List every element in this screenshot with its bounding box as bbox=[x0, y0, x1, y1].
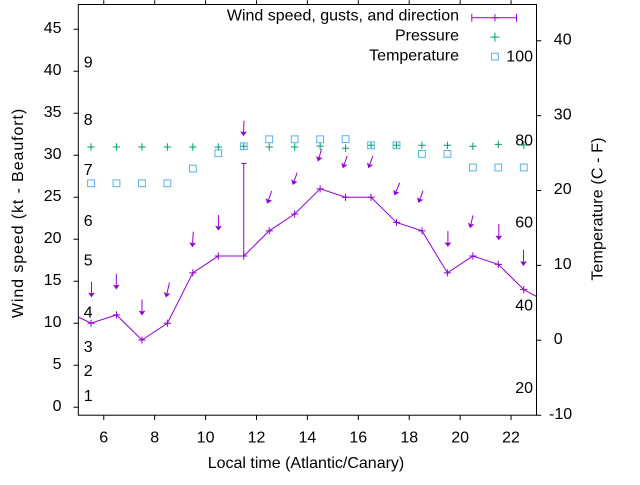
svg-text:80: 80 bbox=[515, 133, 533, 150]
svg-text:2: 2 bbox=[84, 363, 93, 380]
svg-text:1: 1 bbox=[84, 388, 93, 405]
svg-text:9: 9 bbox=[84, 54, 93, 71]
svg-text:14: 14 bbox=[299, 429, 317, 446]
svg-text:4: 4 bbox=[84, 304, 93, 321]
svg-text:18: 18 bbox=[400, 429, 418, 446]
svg-text:30: 30 bbox=[554, 106, 572, 123]
svg-text:22: 22 bbox=[502, 429, 520, 446]
svg-text:5: 5 bbox=[53, 356, 62, 373]
svg-text:Wind speed (kt - Beaufort): Wind speed (kt - Beaufort) bbox=[10, 108, 27, 318]
svg-text:7: 7 bbox=[84, 162, 93, 179]
svg-text:40: 40 bbox=[554, 31, 572, 48]
svg-text:40: 40 bbox=[44, 62, 62, 79]
svg-text:6: 6 bbox=[84, 213, 93, 230]
svg-text:Wind speed, gusts, and directi: Wind speed, gusts, and direction bbox=[227, 7, 459, 24]
svg-text:-10: -10 bbox=[549, 406, 572, 423]
svg-text:Local time (Atlantic/Canary): Local time (Atlantic/Canary) bbox=[208, 455, 405, 472]
svg-text:40: 40 bbox=[515, 297, 533, 314]
svg-text:3: 3 bbox=[84, 339, 93, 356]
svg-text:15: 15 bbox=[44, 272, 62, 289]
svg-text:45: 45 bbox=[44, 20, 62, 37]
svg-text:10: 10 bbox=[197, 429, 215, 446]
svg-text:8: 8 bbox=[150, 429, 159, 446]
svg-text:16: 16 bbox=[349, 429, 367, 446]
svg-text:35: 35 bbox=[44, 104, 62, 121]
svg-text:30: 30 bbox=[44, 146, 62, 163]
svg-text:100: 100 bbox=[506, 49, 533, 66]
svg-text:5: 5 bbox=[84, 252, 93, 269]
svg-text:12: 12 bbox=[248, 429, 266, 446]
svg-text:10: 10 bbox=[554, 256, 572, 273]
svg-text:0: 0 bbox=[53, 398, 62, 415]
svg-text:20: 20 bbox=[554, 181, 572, 198]
svg-text:25: 25 bbox=[44, 188, 62, 205]
svg-text:Temperature (C - F): Temperature (C - F) bbox=[590, 137, 607, 280]
svg-text:6: 6 bbox=[99, 429, 108, 446]
svg-text:20: 20 bbox=[44, 230, 62, 247]
svg-text:20: 20 bbox=[451, 429, 469, 446]
svg-text:20: 20 bbox=[515, 380, 533, 397]
svg-text:8: 8 bbox=[84, 112, 93, 129]
svg-text:Pressure: Pressure bbox=[395, 28, 459, 45]
svg-text:0: 0 bbox=[554, 331, 563, 348]
svg-text:Temperature: Temperature bbox=[369, 48, 459, 65]
svg-text:60: 60 bbox=[515, 215, 533, 232]
svg-text:10: 10 bbox=[44, 314, 62, 331]
